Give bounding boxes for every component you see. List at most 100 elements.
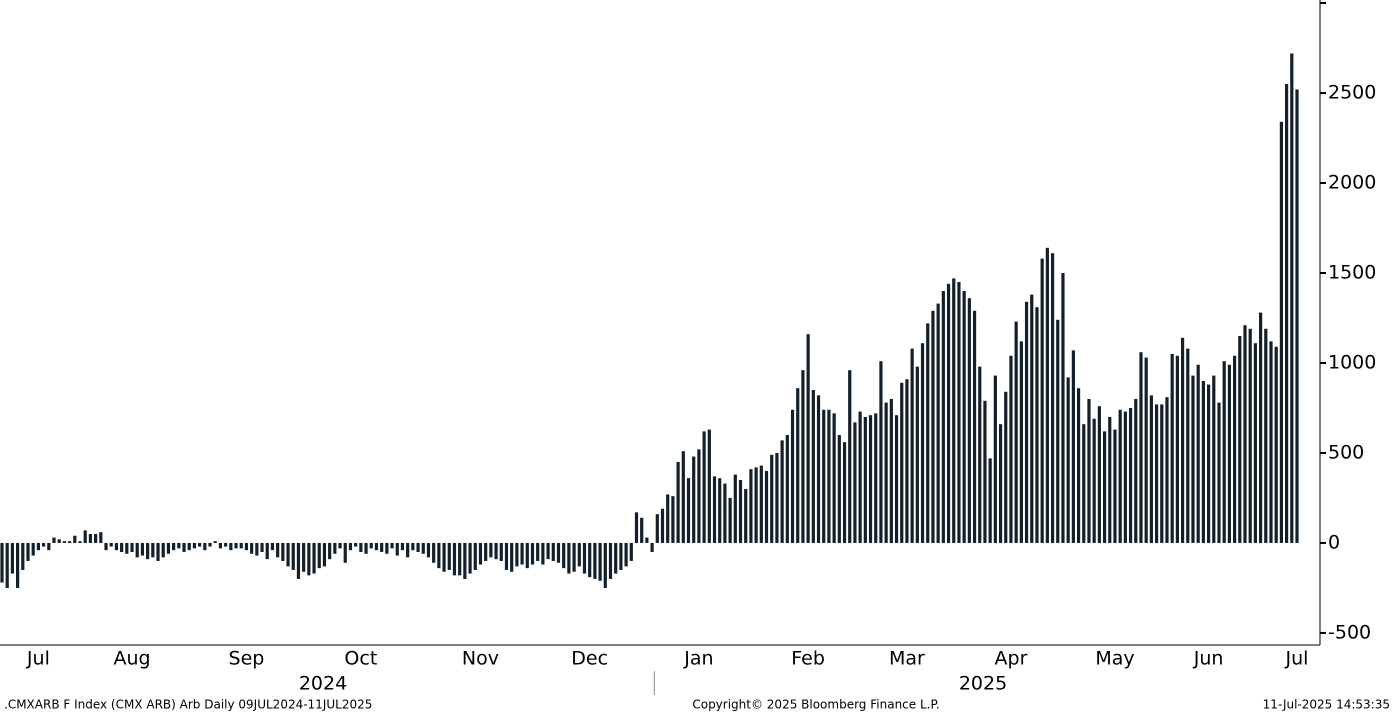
bar (1196, 364, 1200, 543)
bar (172, 542, 176, 551)
bar (608, 542, 613, 579)
bar (978, 366, 982, 543)
bar (192, 542, 197, 549)
bar (827, 409, 831, 543)
bar (224, 542, 228, 547)
bar (26, 542, 30, 561)
bar (1108, 416, 1112, 543)
bar (894, 415, 899, 543)
bar (692, 456, 696, 543)
bar (385, 542, 389, 554)
bar (1212, 375, 1216, 543)
bar (1295, 89, 1299, 543)
bar (1113, 429, 1117, 543)
bar (707, 429, 711, 543)
bar (884, 402, 888, 543)
bar (104, 542, 108, 551)
y-tick-label: 1500 (1328, 262, 1376, 284)
bar (936, 303, 940, 543)
bar (276, 542, 280, 558)
bar (676, 461, 680, 543)
bar (1014, 321, 1018, 543)
bar (1004, 391, 1008, 543)
x-tick-label: Apr (995, 648, 1028, 670)
bar (114, 542, 119, 551)
bar (291, 542, 295, 570)
bar (530, 542, 535, 565)
bar (484, 542, 488, 561)
bar (426, 542, 431, 558)
bar (1149, 395, 1153, 543)
bar (671, 496, 675, 543)
y-tick-label: 2500 (1328, 82, 1376, 104)
bar (1030, 294, 1034, 543)
bar (910, 348, 914, 543)
bar (130, 542, 134, 552)
bar (312, 542, 316, 574)
bar (614, 542, 618, 574)
bar (1071, 350, 1075, 543)
bar (0, 542, 4, 583)
bar (1269, 341, 1273, 543)
bar (842, 442, 847, 543)
bar (1076, 388, 1081, 543)
bar (562, 542, 566, 569)
footer-source: .CMXARB F Index (CMX ARB) Arb Daily 09JU… (4, 698, 372, 712)
bar (624, 542, 628, 567)
bar (302, 542, 306, 572)
bar (744, 488, 748, 543)
bar (140, 542, 145, 556)
bar (1258, 312, 1263, 543)
bar (1061, 273, 1065, 543)
y-tick-label: 500 (1328, 441, 1364, 463)
x-tick-label: Jan (683, 648, 713, 670)
bar (504, 542, 509, 570)
bar (489, 542, 493, 558)
bar (166, 542, 171, 554)
bar (10, 542, 15, 574)
bar (239, 542, 243, 549)
bar (494, 542, 498, 560)
bar (640, 517, 644, 543)
bar (1024, 301, 1029, 543)
y-tick-label: 0 (1328, 531, 1340, 553)
bar (801, 370, 805, 543)
bar (406, 542, 410, 558)
bar (702, 431, 706, 543)
bar (432, 542, 436, 563)
bar (213, 541, 217, 543)
bar (572, 542, 576, 572)
bar (868, 415, 873, 543)
bar (296, 542, 301, 579)
bar (468, 542, 472, 574)
bar (380, 542, 384, 552)
bar (16, 542, 20, 588)
bar (343, 542, 347, 563)
bar (957, 282, 961, 543)
bar (151, 542, 155, 558)
bar (1139, 352, 1143, 543)
bar (634, 512, 639, 543)
bar (1170, 353, 1174, 543)
bar (1217, 402, 1221, 543)
bar (551, 542, 555, 561)
bar (556, 542, 561, 563)
bar (1264, 328, 1268, 543)
bar (1232, 355, 1237, 543)
bar (1206, 384, 1211, 543)
bar (1118, 409, 1122, 543)
bar (62, 541, 67, 543)
bar (770, 454, 774, 543)
bar (858, 411, 862, 543)
bar (1128, 407, 1133, 543)
bar (920, 343, 925, 543)
bar (125, 542, 129, 554)
x-tick-label: Jul (1285, 648, 1309, 670)
x-tick-label: Jun (1193, 648, 1224, 670)
bar (536, 542, 540, 561)
bar (1191, 375, 1195, 543)
bar (686, 478, 691, 543)
bar (328, 542, 332, 560)
bar (463, 542, 467, 579)
